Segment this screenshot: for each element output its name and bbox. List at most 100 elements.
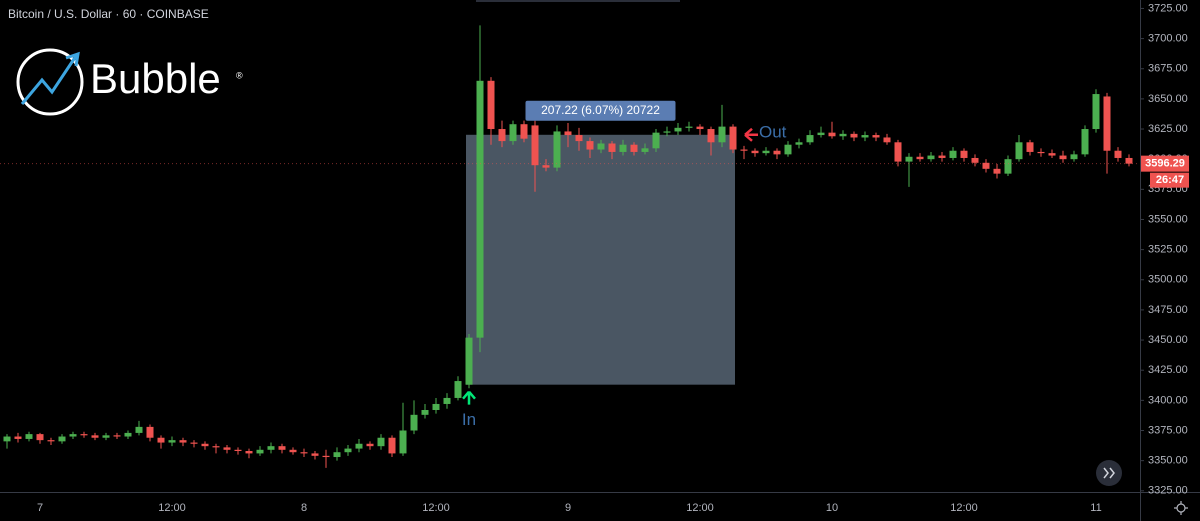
candle-body xyxy=(630,144,638,152)
candle-body xyxy=(1004,159,1012,174)
candle-body xyxy=(894,142,902,162)
candle-body xyxy=(916,156,924,160)
countdown-label: 26:47 xyxy=(1156,174,1184,186)
countdown-bg xyxy=(1150,172,1189,188)
candle-body xyxy=(795,142,803,145)
candle-body xyxy=(410,414,418,431)
y-tick-label: 3625.00 xyxy=(1148,123,1188,135)
candle-body xyxy=(707,129,715,143)
settings-icon-spokes xyxy=(1174,501,1188,515)
out-arrow xyxy=(744,127,758,142)
candle-body xyxy=(421,410,429,415)
scroll-button[interactable] xyxy=(1096,460,1122,486)
y-tick-label: 3700.00 xyxy=(1148,32,1188,44)
candle-body xyxy=(520,124,528,139)
candle-body xyxy=(1037,151,1045,154)
candle-body xyxy=(190,442,198,444)
candle-body xyxy=(531,125,539,166)
y-tick-label: 3475.00 xyxy=(1148,304,1188,316)
candle-body xyxy=(1015,142,1023,160)
candle-body xyxy=(300,452,308,454)
candle-body xyxy=(168,440,176,443)
last-price-label: 3596.29 xyxy=(1145,158,1185,170)
candle-body xyxy=(663,131,671,133)
y-tick-label: 3450.00 xyxy=(1148,334,1188,346)
candle-body xyxy=(388,437,396,454)
y-tick-label: 3425.00 xyxy=(1148,364,1188,376)
candle-body xyxy=(806,135,814,143)
measure-label-bg xyxy=(525,100,676,121)
x-tick-label: 12:00 xyxy=(158,502,186,514)
candle-body xyxy=(575,135,583,142)
candle-body xyxy=(1026,142,1034,152)
candle-body xyxy=(179,440,187,443)
candle-body xyxy=(938,155,946,158)
candle-body xyxy=(102,435,110,438)
candle-body xyxy=(1103,96,1111,151)
candle-body xyxy=(542,165,550,168)
settings-button[interactable] xyxy=(1174,501,1188,515)
candle-body xyxy=(674,127,682,132)
scroll-button-bg[interactable] xyxy=(1096,460,1122,486)
candle-body xyxy=(487,80,495,130)
candle-body xyxy=(256,449,264,454)
candle-body xyxy=(80,434,88,436)
candle-body xyxy=(1114,150,1122,158)
candle-body xyxy=(432,403,440,410)
candle-body xyxy=(157,437,165,443)
candle-body xyxy=(1048,153,1056,156)
candle-body xyxy=(817,132,825,136)
candle-body xyxy=(1092,94,1100,130)
y-tick-label: 3350.00 xyxy=(1148,455,1188,467)
measure-label: 207.22 (6.07%) 20722 xyxy=(541,103,660,117)
candle-body xyxy=(245,451,253,454)
candle-body xyxy=(586,141,594,150)
candle-body xyxy=(773,150,781,155)
logo-ring xyxy=(16,48,84,116)
candle-body xyxy=(212,446,220,448)
candle-body xyxy=(718,126,726,143)
measure-box xyxy=(466,134,735,385)
candle-body xyxy=(971,157,979,163)
chart-title: Bitcoin / U.S. Dollar · 60 · COINBASE xyxy=(8,7,209,21)
candle-body xyxy=(58,436,66,442)
candle-body xyxy=(949,150,957,158)
logo-arrow xyxy=(20,51,80,105)
candle-body xyxy=(839,133,847,137)
candle-body xyxy=(91,435,99,438)
candle-body xyxy=(377,437,385,447)
candle-body xyxy=(14,436,22,439)
logo-text: Bubble xyxy=(90,55,221,102)
candle-body xyxy=(113,435,121,437)
candle-body xyxy=(278,446,286,450)
candle-body xyxy=(135,426,143,433)
candle-body xyxy=(619,144,627,152)
candle-body xyxy=(355,443,363,449)
candle-body xyxy=(993,168,1001,174)
candle-body xyxy=(47,440,55,442)
x-tick-label: 12:00 xyxy=(686,502,714,514)
x-tick-label: 12:00 xyxy=(950,502,978,514)
y-tick-label: 3500.00 xyxy=(1148,274,1188,286)
candle-body xyxy=(685,126,693,128)
x-tick-label: 7 xyxy=(37,502,43,514)
candle-body xyxy=(597,143,605,150)
last-price-bg xyxy=(1141,155,1189,172)
candle-body xyxy=(36,434,44,441)
candle-body xyxy=(443,397,451,404)
candle-body xyxy=(927,155,935,160)
candle-body xyxy=(366,443,374,447)
candle-body xyxy=(322,455,330,458)
candle-body xyxy=(3,436,11,442)
candle-body xyxy=(234,449,242,451)
logo-mark: ® xyxy=(236,70,243,80)
candle-body xyxy=(652,132,660,149)
candle-body xyxy=(1081,129,1089,155)
candle-body xyxy=(344,448,352,453)
candle-body xyxy=(509,124,517,142)
candle-body xyxy=(1059,155,1067,160)
x-tick-label: 9 xyxy=(565,502,571,514)
logo: Bubble ® xyxy=(16,48,243,116)
top-toolbar-edge xyxy=(476,0,680,2)
